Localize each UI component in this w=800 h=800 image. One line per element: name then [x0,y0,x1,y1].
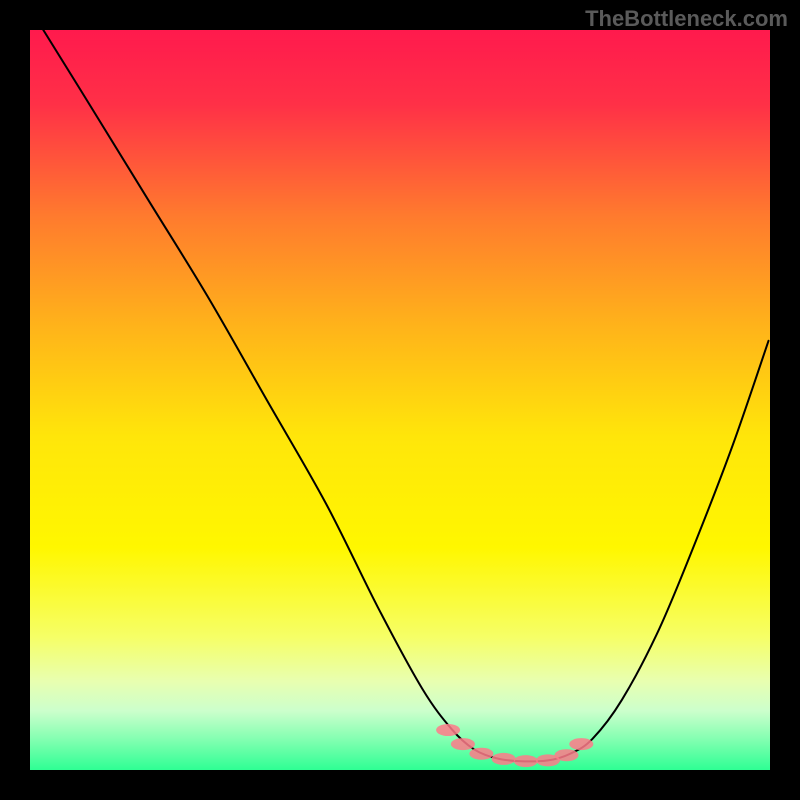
curve-markers [30,30,770,770]
watermark-text: TheBottleneck.com [585,6,788,32]
plot-area [30,30,770,770]
marker-dot [436,724,460,736]
marker-dot [469,748,493,760]
marker-dot [569,738,593,750]
marker-dot [514,755,538,767]
marker-dot [555,749,579,761]
marker-dot [451,738,475,750]
marker-dot [492,753,516,765]
